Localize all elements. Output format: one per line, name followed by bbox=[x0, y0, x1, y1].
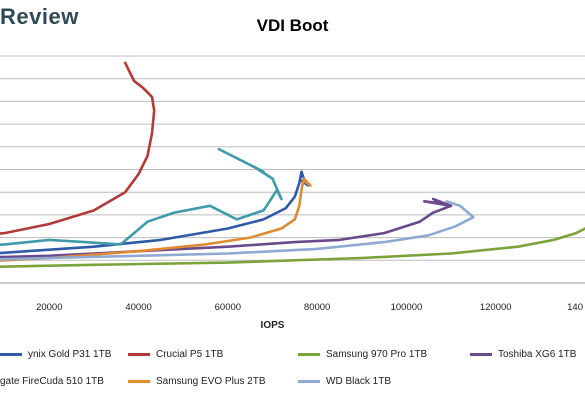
legend-item: Toshiba XG6 1TB bbox=[470, 349, 576, 360]
x-tick-label: 140 bbox=[567, 302, 583, 313]
legend-label: Samsung EVO Plus 2TB bbox=[156, 376, 266, 387]
legend-swatch bbox=[128, 352, 150, 356]
series-line bbox=[0, 177, 312, 262]
x-tick-label: 80000 bbox=[304, 302, 330, 313]
legend-label: Crucial P5 1TB bbox=[156, 349, 224, 360]
legend-swatch bbox=[298, 379, 320, 383]
legend-item: Crucial P5 1TB bbox=[128, 349, 223, 360]
legend-label: Toshiba XG6 1TB bbox=[498, 349, 577, 360]
legend-item: Samsung EVO Plus 2TB bbox=[128, 376, 266, 387]
chart-title: VDI Boot bbox=[256, 16, 329, 35]
legend-label: WD Black 1TB bbox=[326, 376, 392, 387]
series-line bbox=[0, 227, 585, 269]
legend-item: Samsung 970 Pro 1TB bbox=[298, 349, 427, 360]
series-line bbox=[0, 147, 283, 246]
logo-text: Review bbox=[0, 4, 79, 29]
legend-item: ynix Gold P31 1TB bbox=[0, 349, 111, 360]
x-tick-label: 100000 bbox=[391, 302, 423, 313]
legend-swatch bbox=[0, 352, 22, 356]
x-tick-label: 20000 bbox=[36, 302, 62, 313]
legend-swatch bbox=[298, 352, 320, 356]
x-tick-label: 40000 bbox=[125, 302, 151, 313]
x-tick-labels: 20000 40000 60000 80000 100000 120000 140 bbox=[36, 302, 583, 313]
series-lines bbox=[0, 61, 585, 269]
legend-label: ynix Gold P31 1TB bbox=[28, 349, 112, 360]
legend-swatch bbox=[128, 379, 150, 383]
legend-item: gate FireCuda 510 1TB bbox=[0, 376, 104, 387]
legend-label: gate FireCuda 510 1TB bbox=[0, 376, 104, 387]
series-line bbox=[0, 200, 475, 261]
legend-label: Samsung 970 Pro 1TB bbox=[326, 349, 428, 360]
series-line bbox=[0, 61, 156, 235]
legend-item: WD Black 1TB bbox=[298, 376, 391, 387]
gridlines bbox=[0, 55, 585, 284]
x-tick-label: 120000 bbox=[480, 302, 512, 313]
x-tick-label: 60000 bbox=[215, 302, 241, 313]
x-axis-label: IOPS bbox=[261, 320, 285, 331]
legend-swatch bbox=[470, 352, 492, 356]
